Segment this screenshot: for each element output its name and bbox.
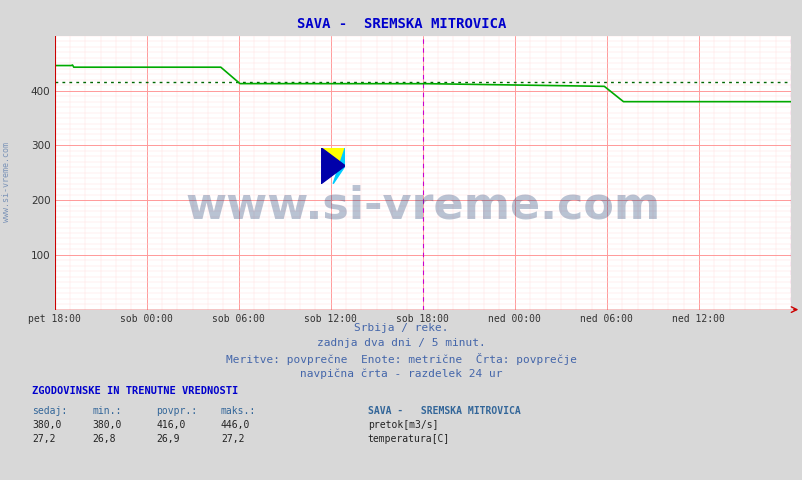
Text: 416,0: 416,0 — [156, 420, 186, 430]
Polygon shape — [321, 148, 345, 184]
Polygon shape — [333, 148, 345, 184]
Text: 27,2: 27,2 — [221, 434, 244, 444]
Text: SAVA -   SREMSKA MITROVICA: SAVA - SREMSKA MITROVICA — [367, 406, 520, 416]
Text: 27,2: 27,2 — [32, 434, 55, 444]
Text: sedaj:: sedaj: — [32, 406, 67, 416]
Text: 380,0: 380,0 — [32, 420, 62, 430]
Text: temperatura[C]: temperatura[C] — [367, 434, 449, 444]
Text: pretok[m3/s]: pretok[m3/s] — [367, 420, 438, 430]
Text: 26,8: 26,8 — [92, 434, 115, 444]
Text: maks.:: maks.: — [221, 406, 256, 416]
Text: Meritve: povprečne  Enote: metrične  Črta: povprečje: Meritve: povprečne Enote: metrične Črta:… — [225, 353, 577, 365]
Text: ZGODOVINSKE IN TRENUTNE VREDNOSTI: ZGODOVINSKE IN TRENUTNE VREDNOSTI — [32, 386, 238, 396]
Polygon shape — [321, 148, 345, 166]
Text: www.si-vreme.com: www.si-vreme.com — [185, 184, 659, 227]
Text: 380,0: 380,0 — [92, 420, 122, 430]
Text: zadnja dva dni / 5 minut.: zadnja dva dni / 5 minut. — [317, 338, 485, 348]
Text: www.si-vreme.com: www.si-vreme.com — [2, 143, 11, 222]
Text: povpr.:: povpr.: — [156, 406, 197, 416]
Text: SAVA -  SREMSKA MITROVICA: SAVA - SREMSKA MITROVICA — [297, 17, 505, 31]
Text: min.:: min.: — [92, 406, 122, 416]
Text: 446,0: 446,0 — [221, 420, 250, 430]
Text: Srbija / reke.: Srbija / reke. — [354, 323, 448, 333]
Text: navpična črta - razdelek 24 ur: navpična črta - razdelek 24 ur — [300, 369, 502, 379]
Text: 26,9: 26,9 — [156, 434, 180, 444]
